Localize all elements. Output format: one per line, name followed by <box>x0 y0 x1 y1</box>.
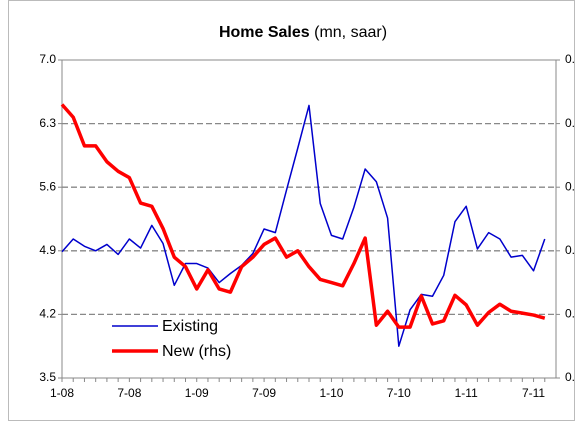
series-line <box>61 104 546 347</box>
y2-tick-label: 0.2 <box>565 370 575 384</box>
y2-tick-label: 0.4 <box>565 243 575 257</box>
y-tick-label: 5.6 <box>39 179 56 193</box>
x-tick-label: 7-09 <box>252 386 276 400</box>
title-main: Home Sales <box>219 24 310 41</box>
x-tick-label: 1-10 <box>319 386 343 400</box>
y-tick-label: 6.3 <box>39 116 56 130</box>
legend-text: Existing <box>162 318 218 335</box>
y-tick-label: 4.2 <box>39 307 56 321</box>
x-tick-label: 7-10 <box>387 386 411 400</box>
x-tick-label: 7-11 <box>522 386 545 400</box>
x-tick-label: 1-11 <box>455 386 478 400</box>
x-tick-label: 1-09 <box>185 386 209 400</box>
plot-border <box>61 59 557 379</box>
y-tick-label: 7.0 <box>39 52 56 66</box>
series-line <box>60 103 546 329</box>
title-note: (mn, saar) <box>314 24 387 41</box>
y2-tick-label: 0.3 <box>565 307 575 321</box>
y2-tick-label: 0.6 <box>565 116 575 130</box>
plot-area <box>62 60 556 378</box>
y-tick-label: 3.5 <box>39 370 56 384</box>
x-tick-label: 1-08 <box>50 386 74 400</box>
y2-tick-label: 0.7 <box>565 52 575 66</box>
y-tick-label: 4.9 <box>39 243 56 257</box>
legend-text: New (rhs) <box>162 343 231 360</box>
chart-title: Home Sales (mn, saar) <box>219 24 387 41</box>
y2-tick-label: 0.5 <box>565 179 575 193</box>
x-tick-label: 7-08 <box>117 386 141 400</box>
